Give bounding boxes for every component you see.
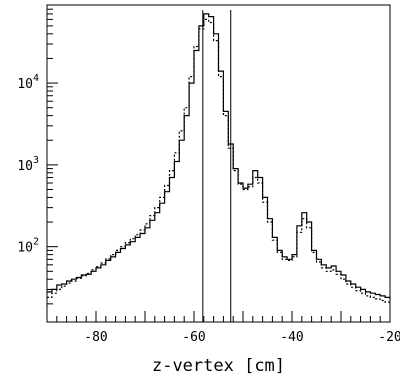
x-tick-label: -40 [280,330,303,345]
x-tick-label: -20 [378,330,400,345]
y-tick-labels: 102 103 104 [17,73,39,256]
x-tick-label: -80 [84,330,107,345]
x-axis-title: z-vertex [cm] [152,356,285,376]
plot-frame [46,4,391,323]
x-tick-labels: -80 -60 -40 -20 [84,330,400,345]
y-tick-label: 103 [17,155,39,174]
histogram-dashed-line [47,18,391,304]
plot-area [46,4,391,323]
x-tick-label: -60 [182,330,205,345]
y-tick-label: 104 [17,73,39,92]
histogram-solid-line [47,13,391,299]
y-tick-label: 102 [17,237,39,256]
